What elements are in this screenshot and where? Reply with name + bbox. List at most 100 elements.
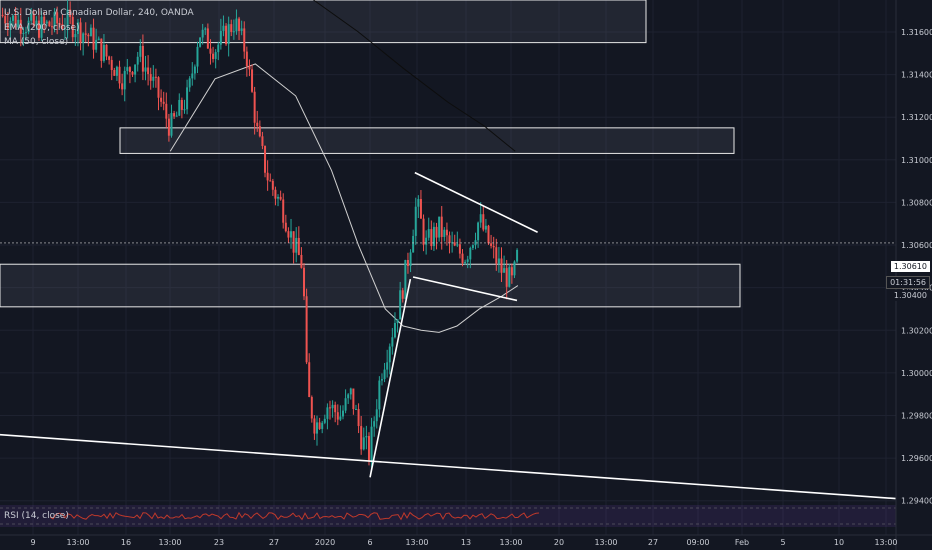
candle-body: [443, 229, 446, 237]
candle-body: [214, 52, 217, 59]
candle-body: [466, 259, 469, 262]
candle-body: [282, 199, 285, 223]
candle-body: [406, 259, 409, 266]
candle-body: [37, 20, 40, 38]
candle-body: [14, 15, 17, 28]
candle-body: [170, 113, 173, 136]
time-tick-label: 13:00: [594, 538, 617, 547]
candle-body: [383, 369, 386, 380]
candle-body: [144, 67, 147, 72]
candle-body: [178, 99, 181, 116]
price-tick-label: 1.29800: [901, 412, 932, 421]
time-axis[interactable]: 9 13:00 16 13:00 23 27 2020 6 13:00 13 13:00 20 13:0…: [0, 534, 932, 547]
time-tick-label: 20: [554, 538, 564, 547]
candle-body: [326, 407, 329, 419]
candle-body: [256, 122, 259, 127]
candle-body: [4, 16, 7, 24]
trendline: [369, 278, 412, 478]
price-tick-label: 1.30000: [901, 369, 932, 378]
candle-body: [222, 25, 225, 31]
candle-body: [261, 136, 264, 146]
candle-body: [305, 296, 308, 363]
candle-body: [102, 44, 105, 61]
candle-body: [173, 113, 176, 117]
candle-body: [183, 109, 186, 111]
candle-body: [432, 226, 435, 247]
candle-body: [123, 70, 126, 90]
candle-body: [56, 12, 59, 24]
candle-body: [217, 44, 220, 53]
candle-body: [160, 97, 163, 102]
time-tick-label: 23: [214, 538, 224, 547]
price-tick-label: 1.30200: [901, 326, 932, 335]
candle-body: [118, 66, 121, 84]
candle-body: [11, 15, 14, 21]
candle-body: [492, 245, 495, 248]
candle-body: [391, 337, 394, 347]
ema-legend: EMA (200, close): [4, 23, 80, 33]
candle-body: [458, 244, 461, 254]
candle-body: [513, 261, 516, 276]
candle-body: [230, 24, 233, 32]
candle-body: [500, 258, 503, 273]
time-tick-label: 9: [30, 538, 35, 547]
time-tick-label: 5: [780, 538, 785, 547]
grid-lines: [0, 0, 896, 535]
time-tick-label: 13: [461, 538, 471, 547]
candle-body: [279, 196, 282, 200]
candle-body: [113, 69, 116, 76]
candle-body: [308, 362, 311, 398]
price-tick-label: 1.31000: [901, 156, 932, 165]
candle-body: [157, 77, 160, 98]
ma-50-path: [169, 63, 519, 333]
candle-body: [162, 101, 165, 104]
candle-body: [419, 199, 422, 219]
candle-body: [422, 218, 425, 245]
time-tick-label: 6: [367, 538, 372, 547]
candle-body: [316, 422, 319, 434]
price-tick-label: 1.29400: [901, 497, 932, 506]
time-tick-label: 27: [648, 538, 658, 547]
time-tick-label: 13:00: [158, 538, 181, 547]
candle-body: [110, 59, 113, 70]
candle-body: [427, 229, 430, 238]
candle-body: [373, 421, 376, 427]
candle-body: [100, 38, 103, 61]
candle-body: [128, 67, 131, 72]
candle-body: [63, 27, 66, 30]
candle-body: [328, 407, 331, 409]
candle-body: [240, 28, 243, 31]
candle-body: [271, 180, 274, 190]
candle-body: [482, 214, 485, 230]
candle-body: [45, 21, 48, 24]
candle-body: [484, 225, 487, 230]
candle-body: [87, 34, 90, 37]
candle-body: [360, 426, 363, 450]
candle-body: [219, 30, 222, 45]
candle-body: [375, 409, 378, 422]
candle-body: [401, 290, 404, 299]
price-axis[interactable]: 1.31600 1.31400 1.31200 1.31000 1.30800 1.306…: [895, 0, 932, 550]
candle-body: [471, 245, 474, 248]
candle-body: [404, 259, 407, 299]
candle-body: [69, 9, 72, 17]
candle-body: [6, 23, 9, 29]
candle-body: [503, 268, 506, 273]
candle-body: [22, 32, 25, 34]
candle-body: [508, 267, 511, 287]
candle-body: [245, 51, 248, 67]
candle-body: [82, 33, 85, 43]
time-tick-label: 13:00: [874, 538, 897, 547]
trendline: [0, 433, 897, 500]
candle-body: [188, 78, 191, 88]
candle-body: [71, 16, 74, 38]
candle-body: [19, 19, 22, 34]
candle-body: [89, 27, 92, 37]
candle-body: [352, 388, 355, 410]
candle-body: [154, 76, 157, 78]
candle-body: [354, 408, 357, 410]
candle-body: [367, 436, 370, 461]
price-tick-label: 1.31400: [901, 71, 932, 80]
candle-body: [505, 268, 508, 287]
